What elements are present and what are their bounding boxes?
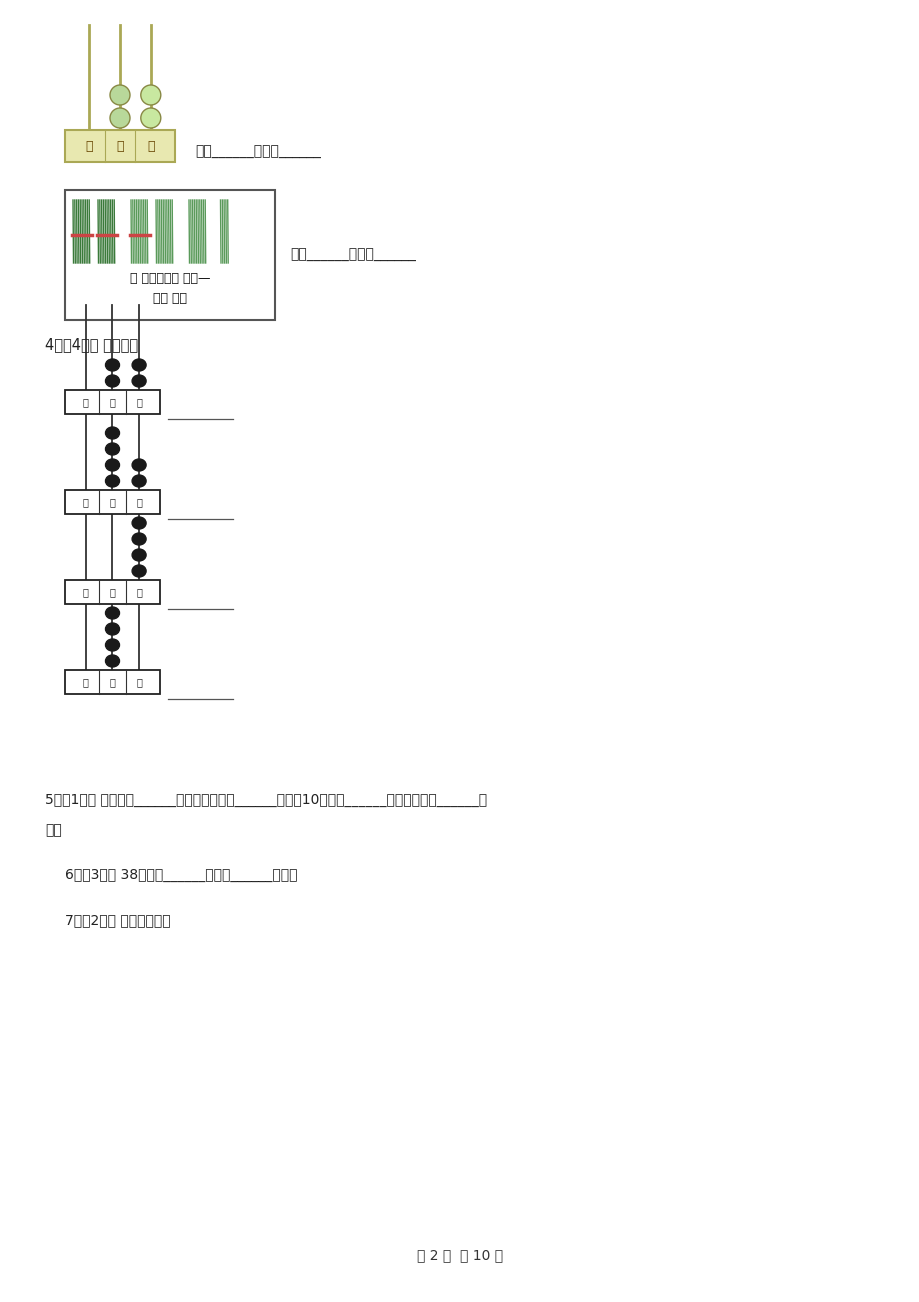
Ellipse shape [132,565,146,577]
Ellipse shape [106,475,119,487]
Text: 4．（4分） 看图填数: 4．（4分） 看图填数 [45,337,138,353]
Text: 十: 十 [109,497,115,506]
Text: 读作______，写作______: 读作______，写作______ [195,145,321,159]
Text: 百: 百 [83,397,89,408]
Circle shape [110,108,130,128]
Circle shape [110,85,130,105]
Circle shape [141,85,161,105]
Ellipse shape [106,639,119,651]
Bar [65,130,175,161]
Ellipse shape [132,517,146,529]
Text: 个: 个 [136,587,142,598]
Ellipse shape [132,549,146,561]
Ellipse shape [132,375,146,387]
Text: 百。: 百。 [45,823,62,837]
Ellipse shape [106,622,119,635]
Text: 5．（1分） 一双手是______个十，两双手是______个十，10双手是______个十，也就是______个: 5．（1分） 一双手是______个十，两双手是______个十，10双手是__… [45,793,486,807]
Ellipse shape [132,475,146,487]
Ellipse shape [106,655,119,667]
Bar [65,391,160,414]
Text: 十: 十 [109,397,115,408]
Text: 个: 个 [136,497,142,506]
Text: 读作______，写作______: 读作______，写作______ [289,247,415,262]
Circle shape [141,108,161,128]
Ellipse shape [106,359,119,371]
Text: 十: 十 [109,677,115,687]
Bar [65,579,160,604]
Text: 十: 十 [109,587,115,598]
Text: 第 2 页  共 10 页: 第 2 页 共 10 页 [416,1249,503,1262]
Text: 百: 百 [83,587,89,598]
Ellipse shape [132,533,146,546]
Text: 个: 个 [136,397,142,408]
Ellipse shape [106,443,119,454]
Ellipse shape [106,460,119,471]
Text: 十: 十 [116,139,124,152]
Text: 个: 个 [147,139,154,152]
Text: 百: 百 [83,497,89,506]
Ellipse shape [106,607,119,618]
Bar [65,671,160,694]
Ellipse shape [106,427,119,439]
Text: 百: 百 [85,139,93,152]
Text: （ ）个十和（ ）个—: （ ）个十和（ ）个— [130,272,210,285]
Bar [65,190,275,320]
Text: 是（ ）。: 是（ ）。 [153,292,187,305]
Text: 百: 百 [83,677,89,687]
Bar [65,490,160,514]
Ellipse shape [132,359,146,371]
Text: 7．（2分） 填运算符号。: 7．（2分） 填运算符号。 [65,913,170,927]
Ellipse shape [132,460,146,471]
Text: 6．（3分） 38里面有______个一和______个十。: 6．（3分） 38里面有______个一和______个十。 [65,868,297,881]
Ellipse shape [106,375,119,387]
Text: 个: 个 [136,677,142,687]
